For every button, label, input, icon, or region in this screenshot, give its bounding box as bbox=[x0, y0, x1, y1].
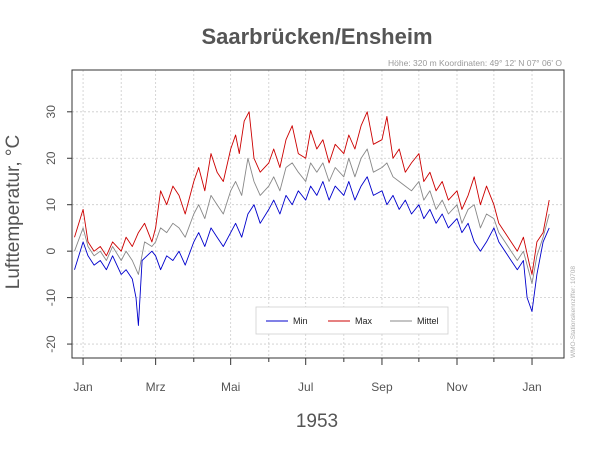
y-tick-label: -10 bbox=[44, 289, 58, 307]
x-tick-label: Mrz bbox=[146, 380, 166, 394]
plot-frame bbox=[71, 69, 565, 359]
legend-label-mittel: Mittel bbox=[417, 316, 439, 326]
chart-title: Saarbrücken/Ensheim bbox=[201, 24, 432, 49]
legend: Min Max Mittel bbox=[255, 306, 449, 335]
series-line-mittel bbox=[74, 148, 550, 285]
x-tick-label: Jan bbox=[73, 380, 92, 394]
series-line-max bbox=[74, 111, 550, 275]
x-tick-label: Nov bbox=[446, 380, 467, 394]
legend-label-min: Min bbox=[293, 316, 308, 326]
x-tick-label: Sep bbox=[371, 380, 393, 394]
x-axis-label: 1953 bbox=[296, 411, 338, 432]
y-tick-label: 30 bbox=[44, 105, 58, 119]
x-tick-label: Jul bbox=[298, 380, 313, 394]
y-tick-label: 0 bbox=[44, 248, 58, 255]
y-tick-label: 20 bbox=[44, 151, 58, 165]
y-tick-label: -20 bbox=[44, 335, 58, 353]
axis-ticks: -20 -10 0 10 20 30 Jan Mrz Mai Jul Sep Nov Jan bbox=[44, 105, 542, 394]
station-info: Höhe: 320 m Koordinaten: 49° 12' N 07° 0… bbox=[388, 58, 562, 68]
y-tick-label: 10 bbox=[44, 198, 58, 212]
y-axis-label: Lufttemperatur, °C bbox=[3, 135, 24, 289]
series-lines bbox=[74, 111, 550, 326]
x-tick-label: Jan bbox=[522, 380, 541, 394]
x-tick-label: Mai bbox=[221, 380, 240, 394]
legend-label-max: Max bbox=[355, 316, 373, 326]
series-line-min bbox=[74, 176, 550, 326]
station-id-note: WMO-Stationskennziffer: 10708 bbox=[570, 266, 577, 358]
